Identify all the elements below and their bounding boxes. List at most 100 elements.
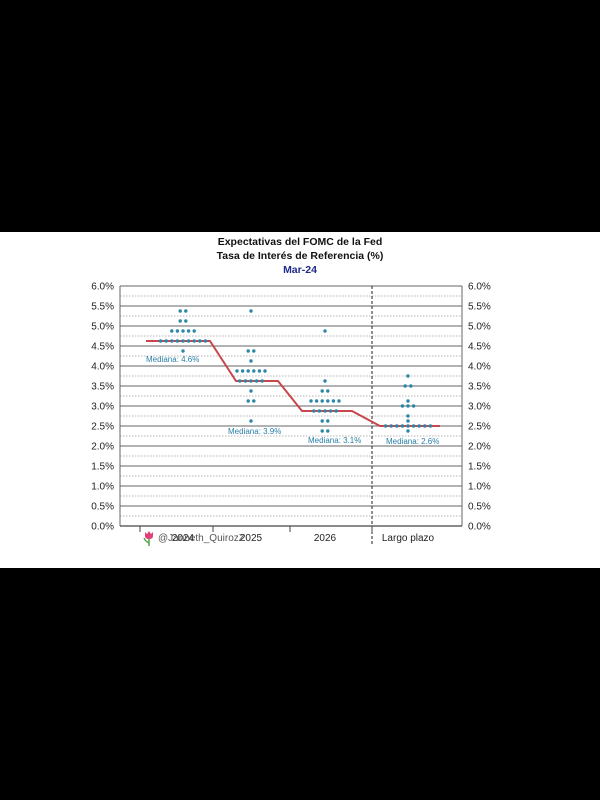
rate-dot — [400, 404, 405, 408]
rate-dot — [184, 309, 188, 313]
rate-dot — [337, 399, 341, 403]
chart-title: Expectativas del FOMC de la Fed — [217, 236, 383, 248]
rate-dot — [252, 349, 256, 353]
rate-dot — [249, 359, 253, 363]
rate-dot — [175, 339, 180, 343]
rate-dot — [198, 339, 202, 343]
rate-dot — [246, 349, 250, 353]
rate-dot — [323, 379, 327, 383]
rate-dot — [326, 429, 330, 433]
y-tick-label-left: 2.5% — [91, 422, 114, 433]
x-category-label: 2026 — [314, 533, 337, 544]
rate-dot — [170, 339, 174, 343]
rate-dot — [403, 384, 407, 388]
median-labels: Mediana: 4.6% Mediana: 3.9% Mediana: 3.1% M… — [146, 355, 439, 446]
y-tick-label-right: 2.0% — [468, 442, 491, 453]
y-tick-label-right: 0.5% — [468, 502, 491, 513]
x-category-label: 2025 — [240, 533, 263, 544]
y-tick-label-right: 5.0% — [468, 322, 491, 333]
rate-dot — [249, 419, 253, 423]
rate-dot — [252, 369, 256, 373]
rate-dot — [326, 419, 330, 423]
rate-dot — [175, 329, 180, 333]
rate-dot — [170, 329, 174, 333]
rate-dot — [257, 369, 262, 373]
y-tick-label-left: 3.0% — [91, 402, 114, 413]
rate-dot — [309, 399, 313, 403]
rate-dot — [203, 339, 208, 343]
rate-dot — [417, 424, 421, 428]
y-tick-label-left: 0.0% — [91, 522, 114, 533]
rate-dot — [314, 399, 319, 403]
y-tick-label-right: 4.5% — [468, 342, 491, 353]
rate-dot — [246, 399, 250, 403]
rate-dot — [192, 339, 196, 343]
watermark-text: @Janneth_QuirozZ — [158, 532, 245, 544]
rate-dot — [254, 379, 259, 383]
x-category-label: 2024 — [172, 533, 195, 544]
y-tick-label-right: 2.5% — [468, 422, 491, 433]
y-tick-label-right: 4.0% — [468, 362, 491, 373]
rate-dot — [326, 399, 330, 403]
rate-dot — [334, 409, 338, 413]
y-tick-label-left: 0.5% — [91, 502, 114, 513]
grid-lines — [119, 285, 463, 544]
rate-dot — [181, 329, 185, 333]
median-line — [146, 340, 440, 427]
rate-dot — [184, 319, 188, 323]
rate-dot — [389, 424, 393, 428]
rate-dot — [428, 424, 433, 428]
y-tick-label-right: 3.5% — [468, 382, 491, 393]
rate-dot — [181, 349, 185, 353]
rate-dot — [423, 424, 427, 428]
rate-dot — [240, 369, 245, 373]
rate-dot — [320, 399, 324, 403]
y-tick-label-left: 4.5% — [91, 342, 114, 353]
y-axis-left: 0.0% 0.5% 1.0% 1.5% 2.0% 2.5% 3.0% 3.5% 4.0% 4.5%… — [91, 282, 114, 533]
rate-dot — [238, 379, 242, 383]
x-category-label: Largo plazo — [382, 533, 435, 544]
rate-dot — [406, 399, 410, 403]
watermark: @Janneth_QuirozZ — [142, 530, 245, 546]
y-tick-label-left: 4.0% — [91, 362, 114, 373]
chart-date: Mar-24 — [283, 264, 317, 276]
y-tick-label-right: 5.5% — [468, 302, 491, 313]
median-path — [146, 340, 440, 427]
rate-dot — [186, 339, 191, 343]
rate-dot — [320, 429, 324, 433]
median-label: Mediana: 3.1% — [308, 436, 361, 445]
dot-plot: 0.0% 0.5% 1.0% 1.5% 2.0% 2.5% 3.0% 3.5% 4.0% 4.5%… — [91, 282, 491, 544]
rate-dot — [249, 389, 253, 393]
rate-dot — [328, 409, 333, 413]
x-axis-categories: 2024 2025 2026 Largo plazo — [172, 533, 435, 544]
rate-dot — [409, 384, 413, 388]
y-tick-label-right: 0.0% — [468, 522, 491, 533]
rate-dot — [406, 404, 410, 408]
rate-dot — [178, 309, 182, 313]
rate-dot — [323, 409, 327, 413]
rate-dot — [246, 369, 250, 373]
rate-dot — [320, 389, 324, 393]
median-label: Mediana: 4.6% — [146, 355, 199, 364]
rate-dot — [312, 409, 316, 413]
rate-dot — [406, 374, 410, 378]
rate-dot — [249, 379, 253, 383]
dots — [158, 309, 433, 433]
rate-dot — [411, 424, 416, 428]
rate-dot — [320, 419, 324, 423]
median-label: Mediana: 2.6% — [386, 437, 439, 446]
rate-dot — [406, 429, 410, 433]
rate-dot — [186, 329, 191, 333]
rate-dot — [326, 389, 330, 393]
y-tick-label-left: 5.0% — [91, 322, 114, 333]
rate-dot — [406, 414, 410, 418]
rate-dot — [260, 379, 264, 383]
chart-subtitle: Tasa de Interés de Referencia (%) — [216, 250, 384, 262]
rate-dot — [263, 369, 267, 373]
rate-dot — [178, 319, 182, 323]
rate-dot — [317, 409, 322, 413]
rate-dot — [181, 339, 185, 343]
rate-dot — [406, 424, 410, 428]
y-tick-label-left: 5.5% — [91, 302, 114, 313]
rate-dot — [400, 424, 405, 428]
